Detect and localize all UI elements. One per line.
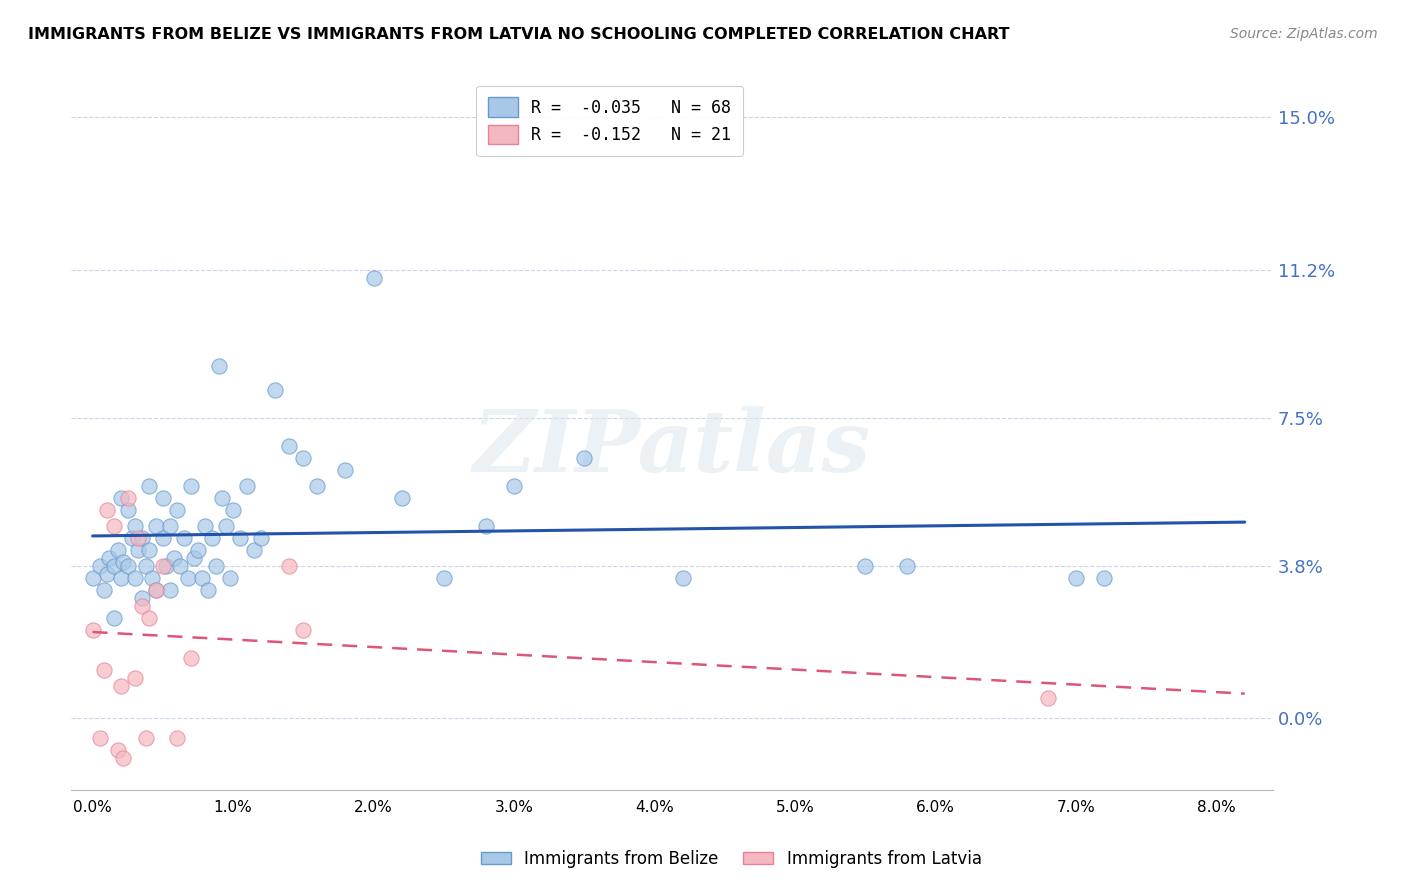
Point [211,491,233,505]
Point [93,582,115,597]
Point [159,518,181,533]
Point [183,550,205,565]
Point [138,478,160,492]
Point [117,491,139,505]
Point [896,558,918,573]
Point [180,650,202,665]
Point [391,491,413,505]
Text: ZIPatlas: ZIPatlas [472,406,872,490]
Point [117,502,139,516]
Point [110,491,132,505]
Point [117,558,139,573]
Point [433,571,456,585]
Point [107,542,129,557]
Point [229,531,252,545]
Point [215,518,238,533]
Point [82,623,104,637]
Point [152,531,174,545]
Text: IMMIGRANTS FROM BELIZE VS IMMIGRANTS FROM LATVIA NO SCHOOLING COMPLETED CORRELAT: IMMIGRANTS FROM BELIZE VS IMMIGRANTS FRO… [28,27,1010,42]
Point [222,502,245,516]
Point [121,531,143,545]
Point [159,582,181,597]
Point [243,542,266,557]
Point [131,599,153,613]
Point [131,591,153,605]
Point [180,478,202,492]
Point [145,582,167,597]
Point [124,671,146,685]
Point [236,478,259,492]
Point [187,542,209,557]
Point [103,611,125,625]
Point [124,518,146,533]
Point [138,611,160,625]
Point [89,558,111,573]
Point [96,502,118,516]
Point [1064,571,1087,585]
Point [138,542,160,557]
Point [135,558,157,573]
Point [152,558,174,573]
Point [1092,571,1115,585]
Point [307,478,329,492]
Point [127,531,149,545]
Point [112,751,135,765]
Point [1036,690,1059,705]
Point [103,518,125,533]
Point [127,542,149,557]
Point [503,478,526,492]
Point [208,359,231,373]
Point [103,558,125,573]
Legend: R =  -0.035   N = 68, R =  -0.152   N = 21: R = -0.035 N = 68, R = -0.152 N = 21 [477,86,742,156]
Point [145,518,167,533]
Point [124,571,146,585]
Point [194,518,217,533]
Point [169,558,191,573]
Point [152,491,174,505]
Point [163,550,186,565]
Point [166,731,188,745]
Point [191,571,214,585]
Point [82,571,104,585]
Point [89,731,111,745]
Point [363,270,385,285]
Point [141,571,163,585]
Point [335,463,357,477]
Point [853,558,876,573]
Point [110,571,132,585]
Point [135,731,157,745]
Point [131,531,153,545]
Point [177,571,200,585]
Point [219,571,242,585]
Point [98,550,121,565]
Point [292,450,315,465]
Point [574,450,596,465]
Point [96,566,118,581]
Point [278,439,301,453]
Legend: Immigrants from Belize, Immigrants from Latvia: Immigrants from Belize, Immigrants from … [474,844,988,875]
Point [278,558,301,573]
Point [112,555,135,569]
Point [166,502,188,516]
Point [475,518,498,533]
Point [250,531,273,545]
Point [110,679,132,693]
Point [155,558,177,573]
Point [93,663,115,677]
Point [205,558,228,573]
Point [145,582,167,597]
Text: Source: ZipAtlas.com: Source: ZipAtlas.com [1230,27,1378,41]
Point [672,571,695,585]
Point [201,531,224,545]
Point [292,623,315,637]
Point [107,743,129,757]
Point [197,582,219,597]
Point [173,531,195,545]
Point [264,383,287,397]
